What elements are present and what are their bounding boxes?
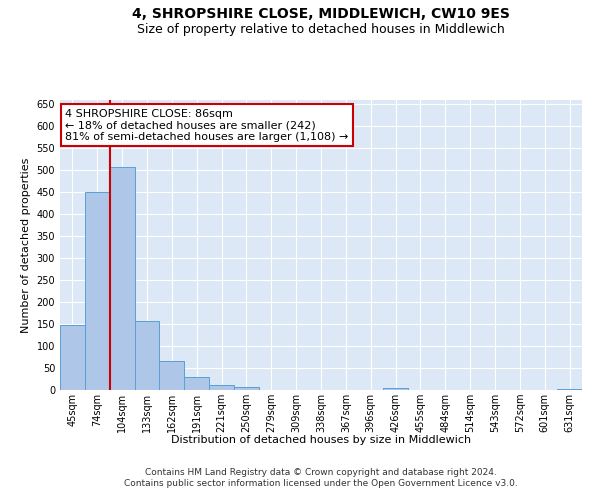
Bar	[160, 360, 184, 390]
Text: 4 SHROPSHIRE CLOSE: 86sqm
← 18% of detached houses are smaller (242)
81% of semi: 4 SHROPSHIRE CLOSE: 86sqm ← 18% of detac…	[65, 108, 349, 142]
Bar	[557, 388, 582, 390]
Y-axis label: Number of detached properties: Number of detached properties	[21, 158, 31, 332]
Text: Contains HM Land Registry data © Crown copyright and database right 2024.
Contai: Contains HM Land Registry data © Crown c…	[124, 468, 518, 487]
Bar	[234, 387, 259, 390]
Bar	[184, 377, 209, 390]
Text: 4, SHROPSHIRE CLOSE, MIDDLEWICH, CW10 9ES: 4, SHROPSHIRE CLOSE, MIDDLEWICH, CW10 9E…	[132, 8, 510, 22]
Bar	[383, 388, 408, 390]
Bar	[110, 167, 134, 390]
Bar	[209, 384, 234, 390]
Bar	[85, 192, 110, 390]
Text: Distribution of detached houses by size in Middlewich: Distribution of detached houses by size …	[171, 435, 471, 445]
Text: Size of property relative to detached houses in Middlewich: Size of property relative to detached ho…	[137, 22, 505, 36]
Bar	[134, 320, 160, 390]
Bar	[60, 325, 85, 390]
